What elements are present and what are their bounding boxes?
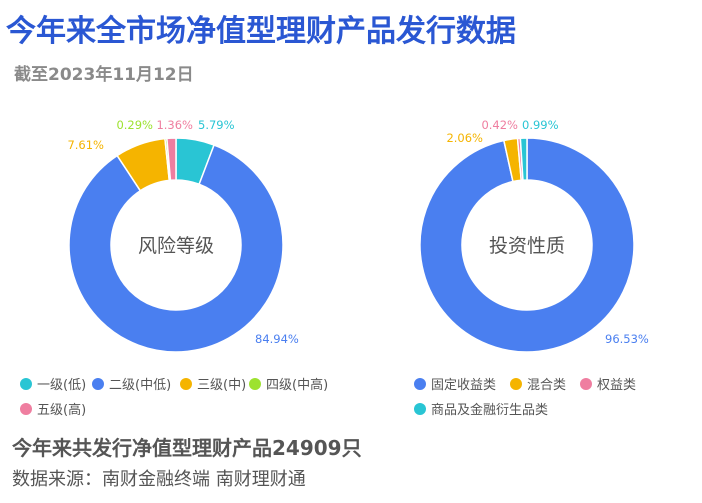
slice-value-label: 84.94%	[255, 332, 299, 346]
slice-value-label: 2.06%	[446, 131, 483, 145]
slice-value-label: 5.79%	[198, 118, 235, 132]
legend-dot-icon	[414, 377, 426, 390]
legend-item: 五级(高)	[20, 399, 86, 418]
donut-slice	[68, 144, 284, 353]
slice-value-label: 1.36%	[156, 118, 193, 132]
legend-label: 混合类	[527, 378, 567, 393]
donut-slice	[519, 137, 528, 181]
legend-label: 权益类	[597, 378, 637, 393]
legend-item: 商品及金融衍生品类	[414, 399, 548, 418]
legend-item: 权益类	[580, 374, 636, 393]
legend-label: 固定收益类	[431, 378, 497, 393]
investment-type-donut-chart: 96.53% 2.06%0.42% 0.99% 投资性质	[419, 118, 649, 353]
legend-dot-icon	[20, 377, 32, 390]
legend-label: 商品及金融衍生品类	[431, 403, 549, 418]
data-source-text: 数据来源：南财金融终端 南财理财通	[12, 469, 306, 490]
legend-dot-icon	[580, 377, 592, 390]
donut-slice	[419, 137, 635, 353]
total-issued-text: 今年来共发行净值型理财产品24909只	[12, 436, 362, 460]
slice-value-label: 0.42%	[481, 118, 518, 132]
legend-dot-icon	[249, 377, 261, 390]
legend-label: 五级(高)	[37, 403, 87, 418]
page-subtitle: 截至2023年11月12日	[14, 65, 194, 85]
legend-item: 混合类	[510, 374, 566, 393]
slice-value-label: 0.29%	[116, 118, 153, 132]
legend-dot-icon	[92, 377, 104, 390]
legend-dot-icon	[510, 377, 522, 390]
donut-slice	[166, 137, 177, 182]
investment-type-legend: 固定收益类 混合类 权益类商品及金融衍生品类	[414, 374, 694, 424]
legend-item: 三级(中)	[180, 374, 246, 393]
legend-item: 固定收益类	[414, 374, 496, 393]
legend-label: 四级(中高)	[266, 378, 329, 393]
risk-level-legend: 一级(低) 二级(中低) 三级(中) 四级(中高) 五级(高)	[20, 374, 360, 424]
donut-center-label: 风险等级	[138, 235, 214, 257]
legend-label: 二级(中低)	[109, 378, 172, 393]
donut-center-label: 投资性质	[489, 235, 565, 257]
legend-item: 一级(低)	[20, 374, 86, 393]
legend-dot-icon	[414, 402, 426, 415]
slice-value-label: 96.53%	[605, 332, 649, 346]
legend-item: 二级(中低)	[92, 374, 171, 393]
page-title: 今年来全市场净值型理财产品发行数据	[6, 14, 516, 49]
legend-item: 四级(中高)	[249, 374, 328, 393]
legend-dot-icon	[20, 402, 32, 415]
legend-label: 一级(低)	[37, 378, 87, 393]
legend-label: 三级(中)	[197, 378, 247, 393]
legend-dot-icon	[180, 377, 192, 390]
slice-value-label: 7.61%	[67, 138, 104, 152]
risk-level-donut-chart: 5.79% 84.94% 7.61% 0.29% 1.36% 风险等级	[67, 118, 299, 353]
slice-value-label: 0.99%	[522, 118, 559, 132]
